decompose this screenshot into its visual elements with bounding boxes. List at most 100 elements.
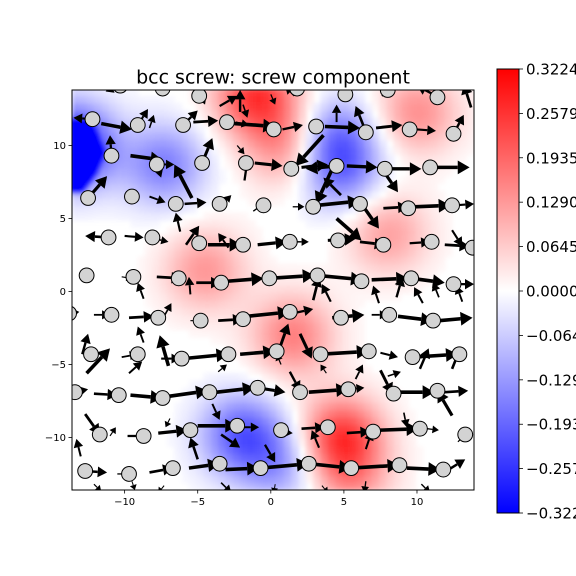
field-cell (342, 292, 351, 301)
field-cell (320, 110, 329, 119)
atom (305, 198, 322, 215)
arrow-head (134, 231, 144, 242)
field-cell (93, 125, 102, 133)
field-cell (393, 241, 402, 250)
field-cell (152, 241, 161, 250)
arrow-head (347, 120, 360, 135)
field-cell (378, 431, 387, 440)
field-cell (269, 475, 278, 484)
field-cell (349, 409, 358, 418)
field-cell (137, 146, 146, 155)
arrow-shaft (413, 204, 439, 209)
atom (357, 124, 374, 141)
field-cell (357, 380, 365, 389)
field-cell (232, 373, 241, 382)
field-cell (181, 446, 190, 455)
field-cell (203, 424, 212, 433)
field-cell (196, 395, 205, 404)
atom (268, 343, 285, 360)
field-cell (393, 110, 402, 119)
arrow-shaft (274, 484, 276, 489)
arrow (444, 385, 469, 397)
field-cell (342, 300, 351, 309)
field-cell (364, 110, 373, 119)
arrow-head (105, 90, 115, 93)
field-cell (452, 90, 460, 97)
field-cell (188, 402, 197, 411)
arrow-head (431, 282, 441, 292)
field-cell (203, 402, 212, 411)
field-cell (269, 110, 278, 119)
field-cell (349, 154, 358, 163)
arrow-shaft (139, 290, 145, 300)
field-cell (320, 292, 329, 301)
field-cell (72, 90, 80, 97)
field-cell (269, 198, 278, 206)
field-cell (115, 117, 124, 126)
field-cell (203, 219, 212, 228)
field-cell (437, 154, 446, 163)
field-cell (72, 190, 80, 199)
arrow-head (119, 120, 132, 134)
field-cell (188, 468, 197, 477)
field-cell (210, 271, 219, 279)
field-cell (327, 103, 336, 112)
field-cell (262, 176, 270, 185)
field-cell (437, 234, 446, 243)
arrow-head (234, 90, 246, 100)
field-cell (371, 212, 380, 221)
arrow-shaft (243, 168, 248, 181)
field-cell (415, 117, 424, 126)
arrow (321, 284, 332, 303)
arrow (136, 282, 145, 300)
atom (343, 460, 360, 477)
field-cell (283, 351, 292, 360)
field-cell (371, 103, 380, 112)
field-cell (108, 132, 117, 141)
atom (72, 384, 83, 401)
arrow-head (413, 287, 423, 297)
field-cell (247, 322, 256, 331)
field-cell (181, 307, 190, 316)
atom (135, 428, 152, 444)
atom (281, 303, 298, 320)
field-cell (240, 219, 249, 228)
field-cell (342, 322, 351, 331)
field-cell (188, 395, 197, 404)
field-cell (174, 446, 183, 455)
field-cell (393, 227, 402, 236)
field-cell (247, 263, 256, 272)
field-cell (430, 176, 439, 185)
arrow-head (73, 113, 83, 124)
field-cell (400, 117, 409, 126)
arrow-shaft (465, 93, 473, 108)
field-cell (364, 212, 373, 221)
field-cell (342, 117, 351, 126)
field-cell (298, 117, 307, 126)
field-cell (342, 190, 351, 199)
field-cell (305, 285, 314, 294)
field-cell (167, 168, 175, 177)
field-cell (291, 285, 300, 294)
field-cell (210, 168, 219, 177)
field-cell (196, 132, 205, 141)
field-cell (349, 95, 358, 104)
field-cell (335, 285, 344, 294)
arrow (418, 348, 430, 370)
field-cell (400, 234, 409, 243)
atom (201, 384, 218, 401)
field-cell (320, 438, 329, 447)
field-cell (327, 132, 336, 141)
field-cell (130, 212, 139, 221)
field-cell (335, 431, 344, 440)
field-cell (210, 212, 219, 221)
field-cell (408, 212, 417, 221)
field-cell (123, 205, 132, 214)
field-cell (283, 183, 292, 192)
field-cell (72, 198, 80, 206)
field-cell (240, 482, 249, 490)
field-cell (240, 271, 249, 279)
field-cell (196, 402, 205, 411)
field-cell (196, 475, 205, 484)
